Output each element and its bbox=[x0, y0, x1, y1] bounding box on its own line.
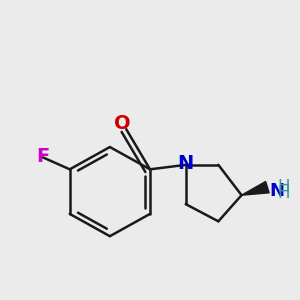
Text: O: O bbox=[114, 114, 131, 133]
Polygon shape bbox=[242, 182, 269, 195]
Text: N: N bbox=[178, 154, 194, 173]
Text: F: F bbox=[36, 147, 49, 166]
Text: H: H bbox=[277, 184, 290, 202]
Text: H: H bbox=[277, 178, 290, 196]
Text: N: N bbox=[269, 182, 284, 200]
